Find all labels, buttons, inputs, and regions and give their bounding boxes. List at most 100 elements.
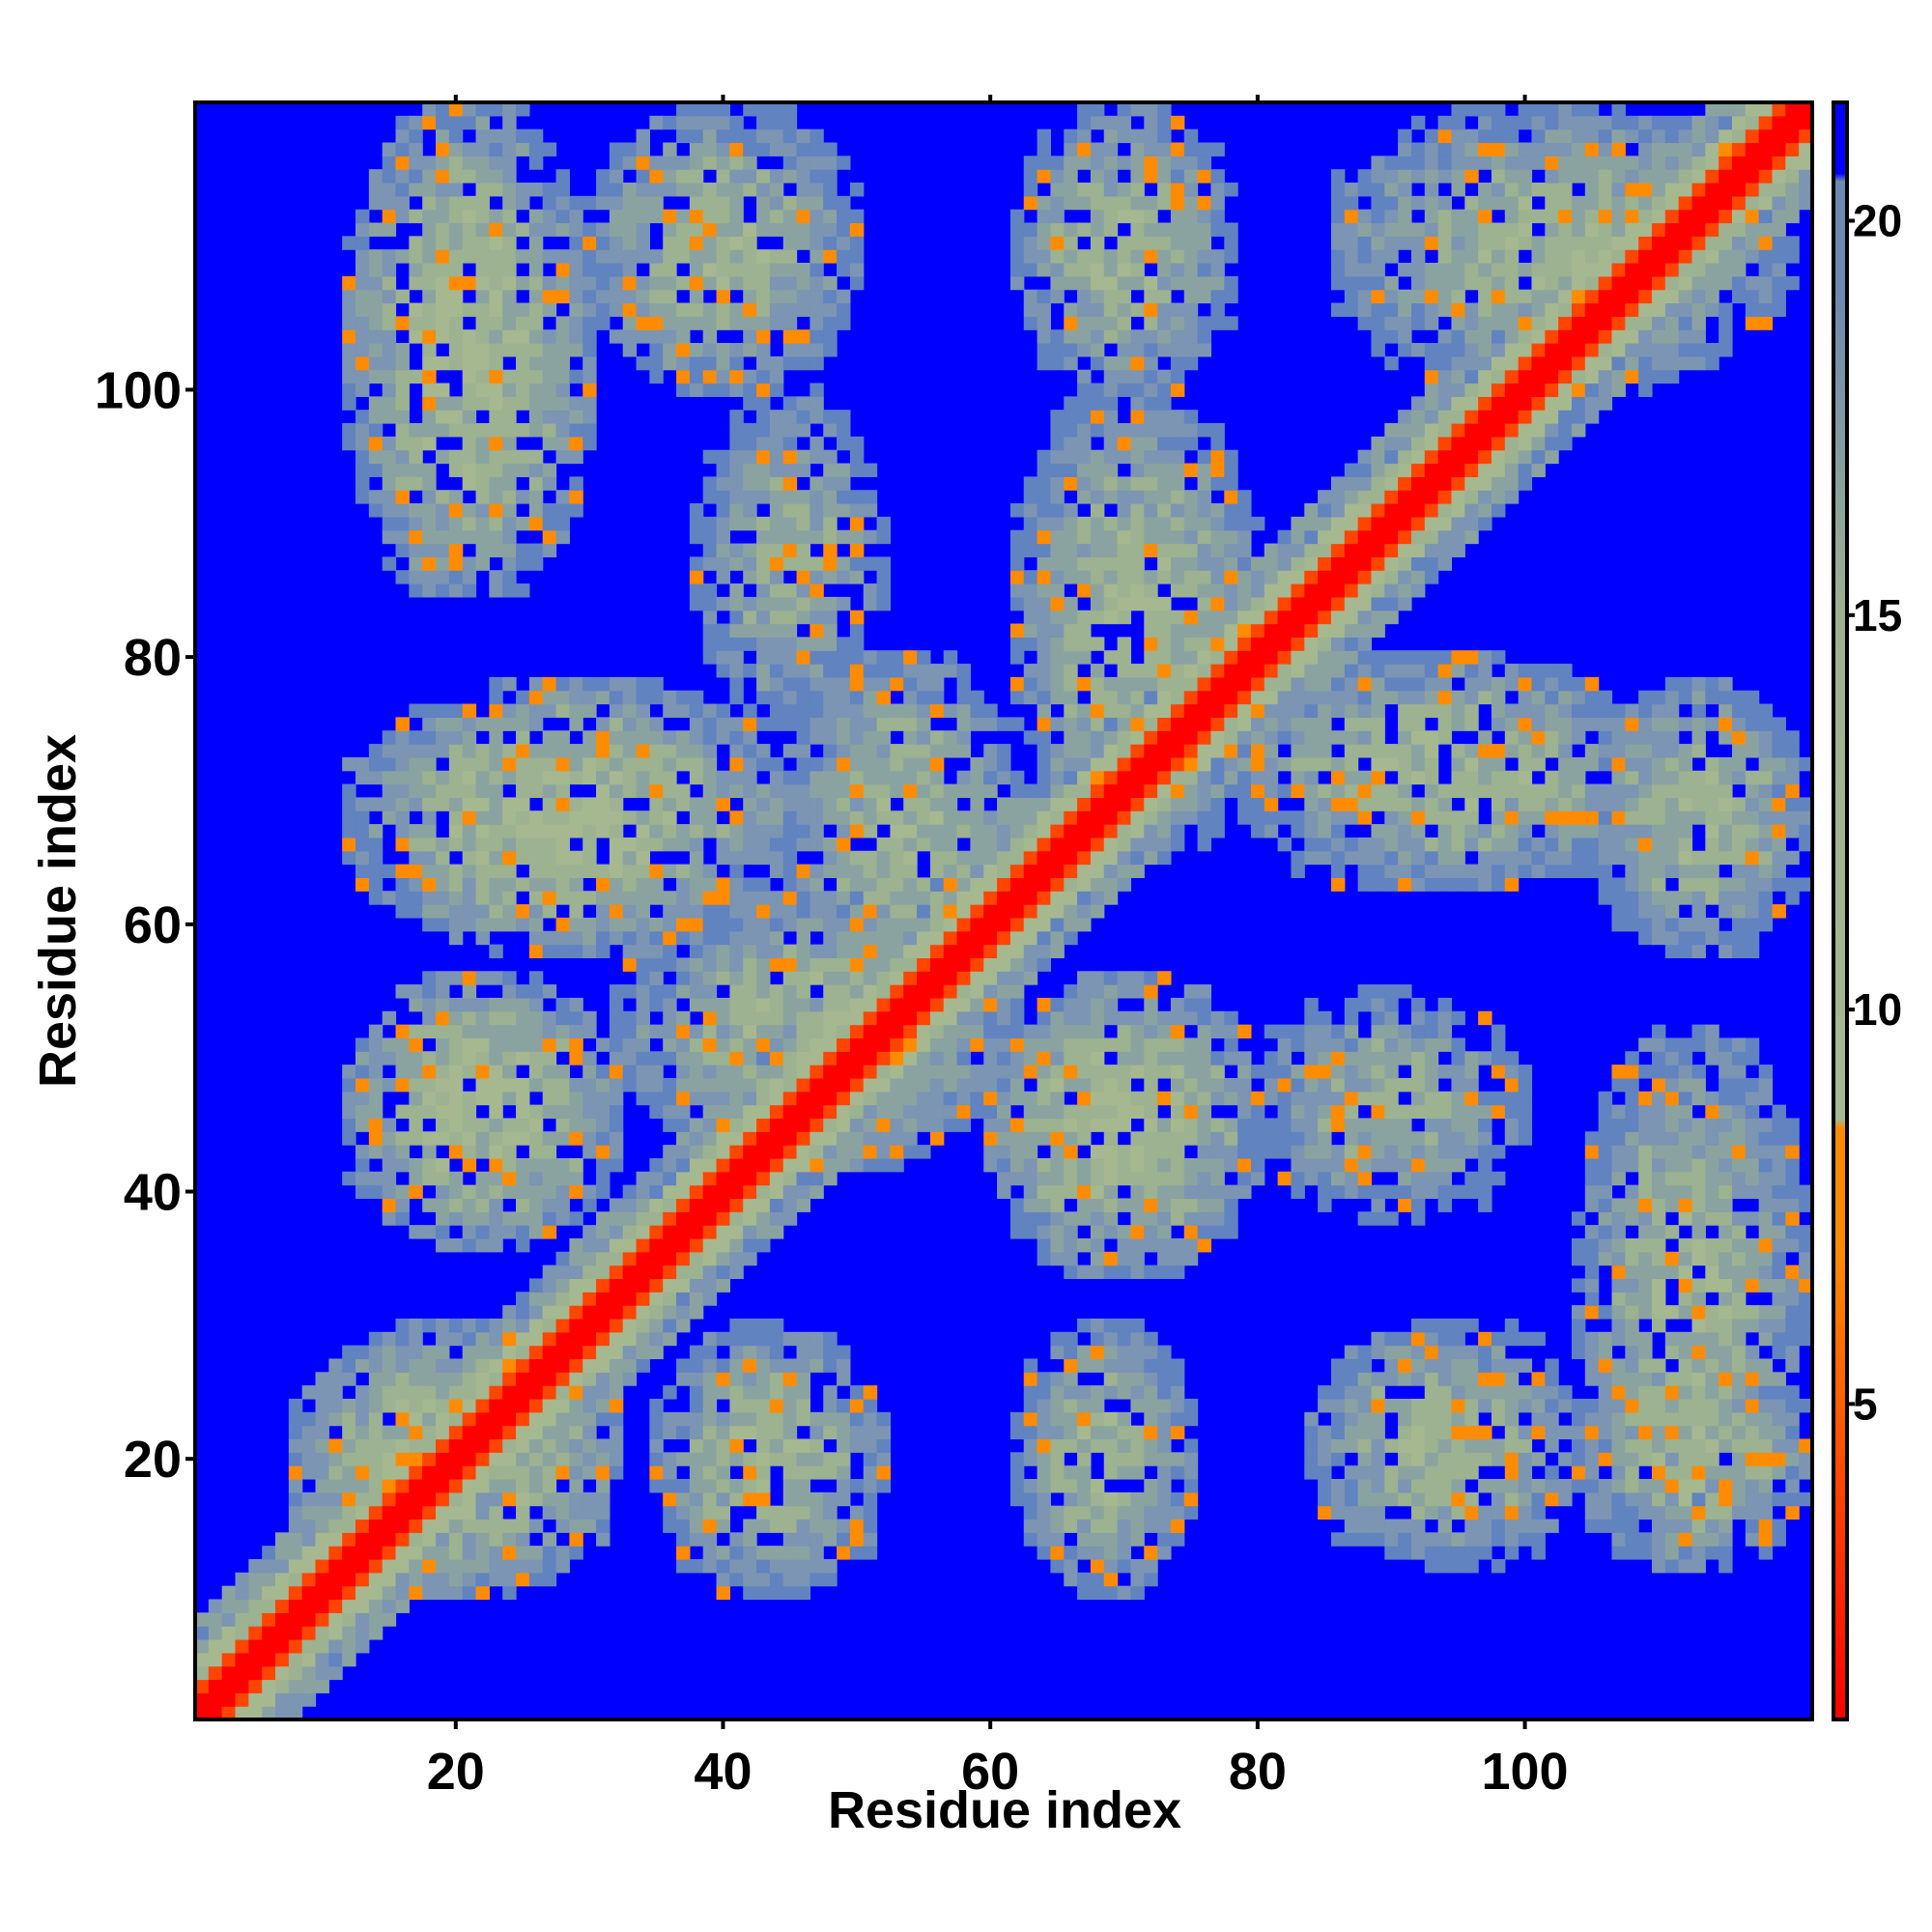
heatmap-cell [1077, 1077, 1092, 1093]
heatmap-cell [810, 650, 824, 665]
heatmap-cell [542, 529, 557, 545]
heatmap-cell [582, 1010, 597, 1026]
heatmap-cell [448, 904, 464, 919]
heatmap-cell [555, 1411, 570, 1427]
heatmap-cell [689, 183, 704, 197]
heatmap-cell [849, 850, 865, 866]
heatmap-cell [837, 904, 851, 919]
heatmap-cell [609, 1452, 624, 1466]
heatmap-cell [1090, 904, 1105, 919]
heatmap-cell [903, 997, 918, 1012]
heatmap-cell [1197, 1225, 1212, 1239]
heatmap-cell [422, 556, 437, 571]
heatmap-cell [1037, 1237, 1052, 1253]
heatmap-cell [542, 329, 557, 344]
heatmap-cell [1117, 209, 1132, 224]
heatmap-cell [382, 329, 397, 344]
heatmap-cell [782, 102, 798, 117]
heatmap-cell [1037, 1546, 1052, 1560]
heatmap-cell [689, 1532, 704, 1547]
heatmap-cell [542, 476, 557, 491]
heatmap-cell [542, 1225, 557, 1239]
heatmap-cell [782, 142, 798, 156]
heatmap-cell [1197, 543, 1212, 557]
heatmap-cell [355, 850, 370, 866]
heatmap-cell [756, 1157, 771, 1173]
heatmap-cell [1144, 222, 1158, 237]
heatmap-cell [810, 503, 824, 518]
heatmap-cell [636, 877, 650, 892]
heatmap-cell [863, 810, 878, 825]
heatmap-cell [796, 183, 810, 197]
heatmap-cell [1103, 396, 1119, 411]
heatmap-cell [997, 1077, 1011, 1093]
heatmap-cell [475, 436, 490, 451]
heatmap-cell [1103, 703, 1119, 718]
heatmap-cell [796, 1546, 810, 1560]
heatmap-cell [489, 1478, 503, 1493]
heatmap-cell [1144, 570, 1158, 584]
heatmap-cell [475, 383, 490, 397]
heatmap-cell [769, 222, 784, 237]
heatmap-cell [649, 195, 664, 211]
heatmap-cell [1090, 329, 1105, 344]
heatmap-cell [516, 703, 530, 718]
heatmap-cell [409, 1024, 423, 1039]
heatmap-cell [810, 637, 824, 651]
heatmap-cell [729, 1546, 744, 1560]
heatmap-cell [956, 810, 972, 825]
heatmap-cell [489, 436, 503, 451]
heatmap-cell [1064, 302, 1078, 317]
heatmap-cell [1077, 1237, 1092, 1253]
heatmap-cell [528, 824, 544, 838]
heatmap-cell [716, 783, 730, 798]
heatmap-cell [756, 1065, 771, 1079]
heatmap-cell [462, 1572, 477, 1587]
heatmap-cell [489, 476, 503, 491]
heatmap-cell [609, 1104, 624, 1120]
heatmap-cell [555, 316, 570, 330]
heatmap-cell [929, 824, 945, 838]
heatmap-cell [689, 971, 704, 985]
heatmap-cell [810, 289, 824, 304]
heatmap-cell [489, 1492, 503, 1507]
heatmap-cell [1050, 503, 1065, 518]
heatmap-cell [769, 1452, 784, 1466]
heatmap-cell [1090, 1010, 1105, 1026]
heatmap-cell [609, 770, 624, 785]
heatmap-cell [716, 637, 730, 651]
heatmap-cell [489, 355, 503, 371]
heatmap-cell [756, 115, 771, 130]
heatmap-cell [663, 1198, 677, 1212]
heatmap-cell [436, 717, 450, 731]
heatmap-cell [1157, 195, 1172, 211]
heatmap-cell [1117, 275, 1132, 291]
heatmap-cell [810, 436, 824, 451]
heatmap-cell [769, 1438, 784, 1453]
heatmap-cell [1144, 410, 1158, 424]
heatmap-cell [489, 369, 503, 384]
heatmap-cell [782, 717, 798, 731]
heatmap-cell [1144, 115, 1158, 130]
heatmap-cell [702, 236, 718, 250]
heatmap-cell [689, 797, 704, 811]
heatmap-cell [837, 1358, 851, 1373]
heatmap-cell [528, 1358, 544, 1373]
heatmap-cell [475, 1024, 490, 1039]
heatmap-cell [769, 944, 784, 959]
heatmap-cell [1157, 1398, 1172, 1413]
heatmap-cell [676, 1411, 691, 1427]
heatmap-cell [796, 596, 810, 611]
heatmap-cell [1170, 343, 1185, 357]
heatmap-cell [823, 703, 838, 718]
heatmap-cell [1157, 1237, 1172, 1253]
heatmap-cell [702, 1077, 718, 1093]
heatmap-cell [1183, 329, 1199, 344]
heatmap-cell [796, 169, 810, 184]
heatmap-cell [689, 717, 704, 731]
heatmap-cell [676, 1278, 691, 1293]
heatmap-cell [943, 891, 958, 905]
heatmap-cell [315, 1438, 329, 1453]
heatmap-cell [422, 1558, 437, 1574]
heatmap-cell [596, 169, 611, 184]
